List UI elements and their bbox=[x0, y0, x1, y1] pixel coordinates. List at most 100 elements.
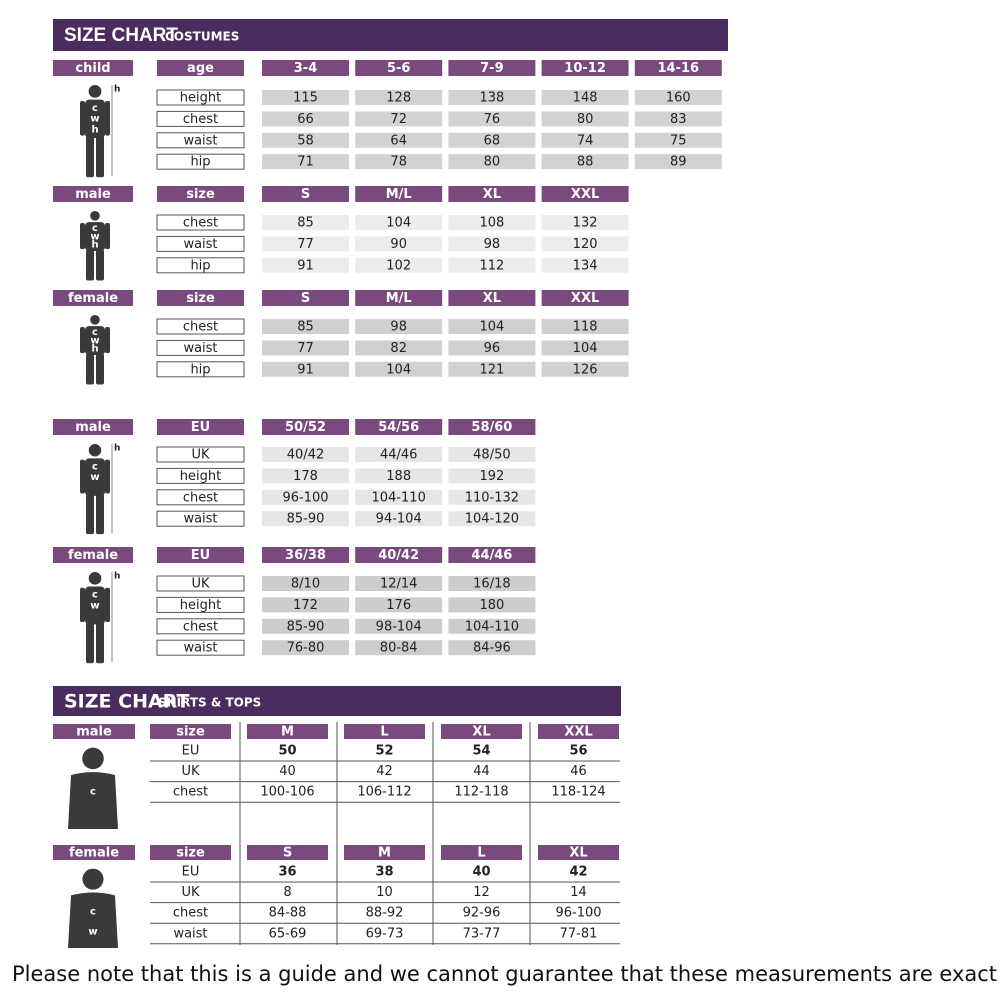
figure-arm bbox=[80, 223, 85, 250]
value: 36 bbox=[278, 865, 296, 880]
value-box bbox=[355, 257, 443, 273]
value: 88 bbox=[577, 155, 594, 170]
value: 138 bbox=[479, 91, 504, 106]
row-label-box bbox=[156, 339, 245, 356]
row-label-box bbox=[156, 214, 245, 231]
header-box bbox=[150, 845, 231, 860]
value: 65-69 bbox=[269, 926, 307, 941]
value-box bbox=[262, 640, 349, 656]
value: 110-132 bbox=[465, 490, 519, 505]
value-box bbox=[355, 489, 443, 505]
value: 108 bbox=[479, 216, 504, 231]
figure-leg bbox=[86, 136, 94, 178]
figure-torso bbox=[85, 326, 105, 355]
row-label-box bbox=[156, 510, 245, 527]
column-box bbox=[355, 60, 443, 76]
column-box bbox=[541, 290, 629, 306]
value: 69-73 bbox=[366, 926, 404, 941]
value: 134 bbox=[573, 258, 598, 273]
row-label: UK bbox=[181, 885, 200, 900]
value: 106-112 bbox=[357, 785, 411, 800]
group-label: female bbox=[68, 548, 118, 563]
column-label: S bbox=[301, 187, 310, 202]
value: 180 bbox=[479, 598, 504, 613]
value: 14 bbox=[570, 885, 587, 900]
value: 71 bbox=[297, 155, 314, 170]
value: 40 bbox=[279, 764, 296, 779]
row-label: chest bbox=[183, 112, 218, 127]
figure-arm bbox=[80, 100, 85, 136]
body-mark: w bbox=[90, 472, 99, 483]
group-box bbox=[53, 290, 133, 306]
column-label: 36/38 bbox=[285, 548, 326, 563]
column-label: L bbox=[477, 846, 485, 861]
value: 91 bbox=[297, 258, 314, 273]
value: 42 bbox=[569, 865, 587, 880]
value-box bbox=[355, 215, 443, 230]
value-box bbox=[262, 154, 349, 170]
row-label-box bbox=[156, 489, 245, 506]
value: 102 bbox=[386, 258, 411, 273]
value: 121 bbox=[479, 362, 504, 377]
group-label: female bbox=[69, 846, 119, 861]
body-mark: c bbox=[90, 787, 96, 798]
column-box bbox=[355, 186, 443, 202]
value: 85 bbox=[297, 216, 314, 231]
value-box bbox=[634, 132, 722, 148]
value: 50 bbox=[278, 744, 296, 759]
value: 104-120 bbox=[465, 512, 519, 527]
value: 96-100 bbox=[282, 490, 328, 505]
row-label: waist bbox=[183, 237, 217, 252]
value: 80 bbox=[484, 155, 501, 170]
value: 91 bbox=[297, 362, 314, 377]
column-box bbox=[448, 547, 536, 563]
value: 118 bbox=[573, 320, 598, 335]
value: 58 bbox=[297, 133, 314, 148]
value: 92-96 bbox=[463, 906, 501, 921]
figure-arm bbox=[80, 327, 85, 354]
row-label: UK bbox=[181, 764, 200, 779]
column-label: XXL bbox=[571, 291, 599, 306]
value-box bbox=[262, 319, 349, 334]
costumes-subtitle: COSTUMES bbox=[165, 30, 239, 44]
value-box bbox=[262, 597, 349, 613]
figure-leg bbox=[86, 249, 94, 281]
value: 89 bbox=[670, 155, 687, 170]
shirts-banner bbox=[53, 686, 621, 716]
value: 128 bbox=[386, 91, 411, 106]
figure-arm bbox=[105, 587, 110, 623]
value: 85-90 bbox=[287, 619, 325, 634]
shirt-dividers bbox=[239, 722, 531, 945]
value: 112 bbox=[479, 258, 504, 273]
group-label: male bbox=[75, 187, 111, 202]
value-box bbox=[541, 111, 629, 127]
group-label: child bbox=[75, 61, 110, 76]
shirts-subtitle: SHIRTS & TOPS bbox=[158, 696, 261, 710]
value-box bbox=[448, 640, 536, 656]
value: 40/42 bbox=[287, 448, 324, 463]
value: 85 bbox=[297, 320, 314, 335]
value-box bbox=[448, 215, 536, 230]
row-label: waist bbox=[183, 133, 217, 148]
body-mark: c bbox=[92, 103, 98, 114]
body-mark: w bbox=[90, 231, 99, 242]
value-box bbox=[448, 319, 536, 334]
shirts-title: SIZE CHART bbox=[64, 691, 189, 713]
value: 73-77 bbox=[463, 926, 501, 941]
value: 88-92 bbox=[366, 906, 404, 921]
value-box bbox=[541, 236, 629, 252]
column-box bbox=[355, 419, 443, 435]
value: 85-90 bbox=[287, 512, 325, 527]
value-box bbox=[355, 132, 443, 148]
header-label: size bbox=[176, 846, 205, 861]
value-box bbox=[541, 154, 629, 170]
value: 42 bbox=[376, 764, 393, 779]
value: 104 bbox=[386, 216, 411, 231]
value-box bbox=[541, 215, 629, 230]
value-box bbox=[541, 319, 629, 334]
figure-arm bbox=[80, 459, 85, 494]
value-box bbox=[448, 511, 536, 527]
value-box bbox=[541, 361, 629, 377]
value: 104-110 bbox=[372, 490, 426, 505]
value-box bbox=[355, 90, 443, 105]
